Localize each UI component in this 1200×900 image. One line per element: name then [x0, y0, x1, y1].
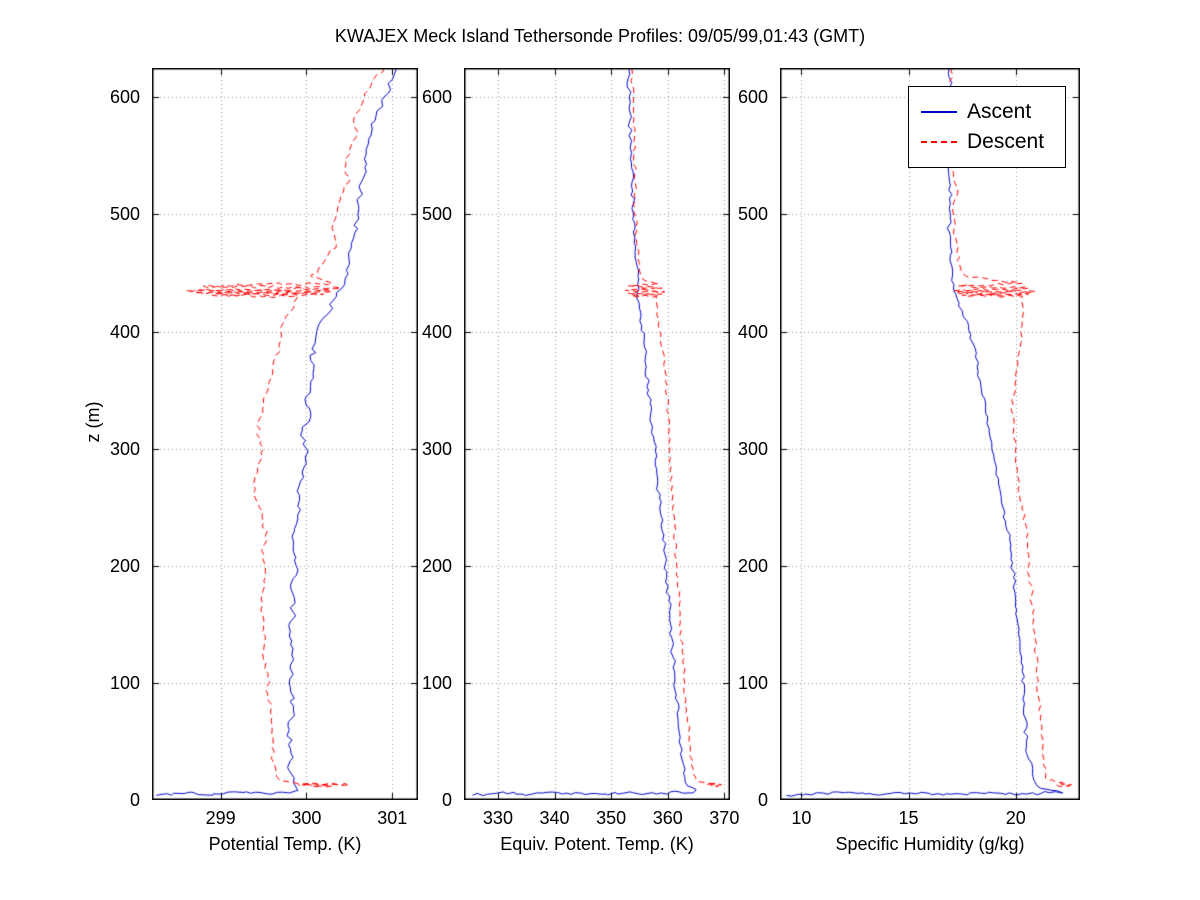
- y-tick-label: 400: [737, 321, 768, 342]
- x-tick-label: 370: [709, 808, 740, 828]
- x-tick-label: 340: [539, 808, 570, 828]
- y-tick-label: 100: [421, 672, 452, 693]
- x-axis-label-specific-humidity: Specific Humidity (g/kg): [835, 834, 1025, 854]
- x-tick-label: 350: [596, 808, 627, 828]
- y-tick-label: 400: [109, 321, 140, 342]
- y-tick-label: 100: [737, 672, 768, 693]
- y-tick-label: 200: [421, 555, 452, 576]
- x-tick-label: 299: [205, 808, 236, 828]
- y-tick-label: 300: [109, 438, 140, 459]
- legend-entry-descent: Descent: [921, 127, 1053, 157]
- y-tick-label: 500: [109, 204, 140, 225]
- y-tick-label: 400: [421, 321, 452, 342]
- chart-title: KWAJEX Meck Island Tethersonde Profiles:…: [334, 26, 866, 46]
- x-tick-label: 300: [291, 808, 322, 828]
- y-tick-label: 600: [109, 87, 140, 108]
- x-tick-label: 10: [791, 808, 812, 828]
- y-tick-label: 200: [109, 555, 140, 576]
- y-tick-label: 300: [737, 438, 768, 459]
- x-axis-label-equiv-potential-temp: Equiv. Potent. Temp. (K): [500, 834, 694, 854]
- y-tick-label: 500: [421, 204, 452, 225]
- x-tick-label: 15: [898, 808, 919, 828]
- descent-line-sample-icon: [921, 141, 957, 143]
- x-axis-label-potential-temp: Potential Temp. (K): [208, 834, 362, 854]
- x-tick-label: 20: [1005, 808, 1026, 828]
- y-tick-label: 600: [737, 87, 768, 108]
- y-tick-label: 0: [129, 790, 140, 810]
- ascent-line-sample-icon: [921, 111, 957, 113]
- y-tick-label: 100: [109, 672, 140, 693]
- y-tick-label: 0: [757, 790, 768, 810]
- x-tick-label: 301: [377, 808, 408, 828]
- y-tick-label: 600: [421, 87, 452, 108]
- y-tick-label: 300: [421, 438, 452, 459]
- legend-label-descent: Descent: [967, 130, 1045, 153]
- legend: Ascent Descent: [908, 86, 1066, 168]
- y-tick-label: 200: [737, 555, 768, 576]
- x-tick-label: 360: [652, 808, 683, 828]
- legend-entry-ascent: Ascent: [921, 97, 1053, 127]
- x-tick-label: 330: [482, 808, 513, 828]
- panel-specific-humidity: [780, 68, 1080, 800]
- legend-label-ascent: Ascent: [967, 100, 1032, 123]
- panel-equiv-potential-temp: [464, 68, 730, 800]
- y-tick-label: 500: [737, 204, 768, 225]
- y-tick-label: 0: [441, 790, 452, 810]
- panel-potential-temp: [152, 68, 418, 800]
